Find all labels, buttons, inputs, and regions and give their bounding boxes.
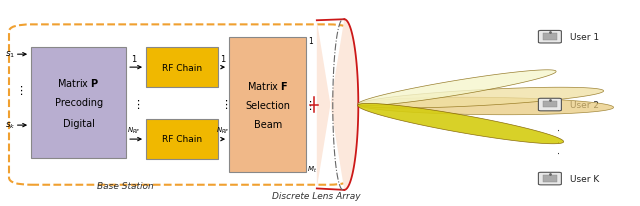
- Text: Selection: Selection: [245, 100, 290, 110]
- FancyBboxPatch shape: [538, 99, 561, 111]
- Text: User 1: User 1: [570, 33, 600, 42]
- FancyBboxPatch shape: [538, 31, 561, 44]
- Text: $\vdots$: $\vdots$: [15, 84, 22, 97]
- Text: $\vdots$: $\vdots$: [132, 98, 140, 110]
- Text: User 2: User 2: [570, 101, 599, 110]
- FancyBboxPatch shape: [229, 37, 306, 173]
- Text: Matrix $\mathbf{F}$: Matrix $\mathbf{F}$: [247, 80, 289, 92]
- Polygon shape: [358, 98, 614, 115]
- Text: RF Chain: RF Chain: [162, 63, 202, 72]
- Text: $\cdot$
$\cdot$
$\cdot$: $\cdot$ $\cdot$ $\cdot$: [556, 124, 559, 157]
- Text: Precoding: Precoding: [54, 98, 102, 108]
- Text: $\vdots$: $\vdots$: [220, 98, 228, 110]
- Text: Base Station: Base Station: [97, 181, 154, 190]
- Text: $N_{RF}$: $N_{RF}$: [216, 126, 230, 136]
- FancyBboxPatch shape: [543, 101, 557, 108]
- Text: User K: User K: [570, 174, 600, 183]
- Text: 1: 1: [131, 55, 136, 64]
- Text: Matrix $\mathbf{P}$: Matrix $\mathbf{P}$: [58, 77, 100, 89]
- Text: Beam: Beam: [253, 119, 282, 129]
- Text: $s_1$: $s_1$: [4, 50, 15, 60]
- Text: $N_{RF}$: $N_{RF}$: [127, 126, 140, 136]
- Text: Digital: Digital: [63, 118, 95, 128]
- Text: $M_t$: $M_t$: [307, 164, 317, 174]
- FancyBboxPatch shape: [543, 34, 557, 40]
- Polygon shape: [358, 70, 556, 106]
- FancyBboxPatch shape: [31, 48, 126, 158]
- Text: RF Chain: RF Chain: [162, 135, 202, 144]
- Polygon shape: [358, 104, 564, 144]
- Text: $\vdots$: $\vdots$: [305, 99, 312, 111]
- FancyBboxPatch shape: [147, 48, 218, 88]
- Text: 1: 1: [308, 37, 313, 46]
- FancyBboxPatch shape: [543, 175, 557, 182]
- Polygon shape: [317, 20, 358, 190]
- Polygon shape: [358, 88, 604, 108]
- Text: $s_k$: $s_k$: [4, 120, 15, 131]
- Text: 1: 1: [220, 55, 225, 64]
- FancyBboxPatch shape: [147, 119, 218, 159]
- FancyBboxPatch shape: [538, 172, 561, 185]
- Text: Discrete Lens Array: Discrete Lens Array: [273, 191, 361, 200]
